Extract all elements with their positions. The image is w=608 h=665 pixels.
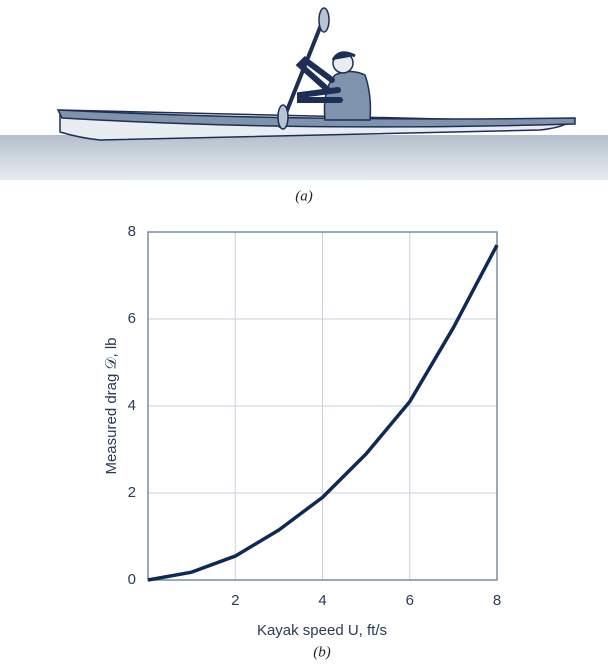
y-tick-label: 8: [128, 223, 136, 240]
paddle-blade: [277, 104, 289, 130]
x-tick-label: 2: [231, 592, 239, 609]
x-axis-label: Kayak speed U, ft/s: [257, 622, 387, 639]
kayak-illustration: [0, 7, 608, 180]
paddler-hair: [331, 51, 356, 61]
paddle-blade: [318, 7, 330, 33]
caption: (a): [295, 188, 313, 204]
y-tick-label: 4: [128, 397, 136, 414]
y-tick-label: 0: [128, 571, 136, 588]
data-line: [147, 244, 499, 582]
x-tick-label: 4: [318, 592, 326, 609]
water: [0, 135, 608, 180]
plot-frame: [147, 231, 498, 581]
caption: (b): [313, 644, 331, 660]
y-tick-label: 2: [128, 484, 136, 501]
x-tick-label: 6: [406, 592, 414, 609]
paddler-arms: [295, 56, 343, 103]
y-axis-label: Measured drag 𝒟, lb: [103, 337, 120, 474]
kayak-deck: [56, 109, 576, 128]
y-tick-label: 6: [128, 310, 136, 327]
x-tick-label: 8: [493, 592, 501, 609]
